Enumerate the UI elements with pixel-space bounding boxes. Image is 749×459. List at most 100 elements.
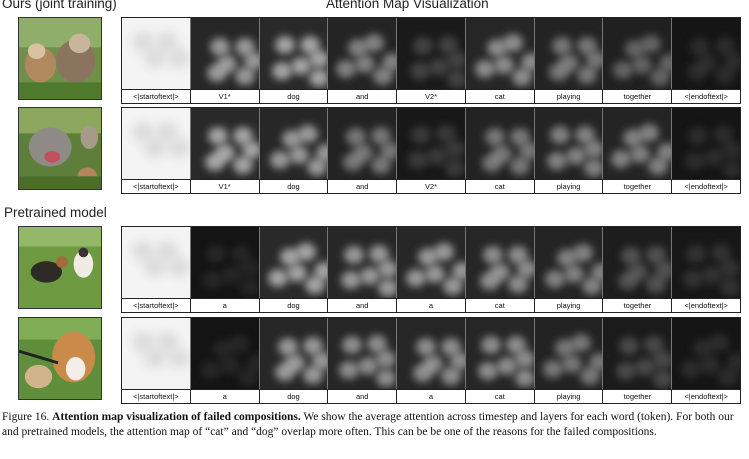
- attention-blob: [369, 245, 390, 263]
- token-label: <|endoftext|>: [684, 392, 728, 401]
- attention-blob: [514, 369, 534, 387]
- token-label: cat: [466, 390, 535, 404]
- attention-map-tile: [465, 227, 535, 298]
- attention-blob: [342, 336, 363, 354]
- token-label: together: [603, 90, 673, 104]
- token-label: together: [603, 180, 673, 194]
- attention-blob: [425, 265, 446, 283]
- attention-blob: [360, 267, 381, 285]
- generated-image-row-1: [18, 17, 102, 100]
- caption-body: We show the average attention across tim…: [2, 411, 734, 438]
- attention-blob: [408, 151, 429, 169]
- attention-blob: [339, 361, 360, 379]
- attention-map-tile: [534, 227, 604, 298]
- token-label: playing: [535, 180, 604, 194]
- attention-blob: [576, 66, 597, 84]
- attention-blob: [502, 34, 523, 52]
- attention-blob: [583, 159, 603, 177]
- attention-blob: [563, 265, 584, 283]
- attention-blob: [429, 58, 450, 76]
- attention-blob: [232, 127, 253, 145]
- attention-blob: [724, 52, 741, 70]
- attention-blob: [132, 122, 154, 142]
- attention-map-tile: [397, 108, 466, 179]
- pretrained-model-title: Pretrained model: [4, 205, 107, 220]
- attention-map-tile: [534, 18, 604, 89]
- attention-blob: [274, 36, 295, 54]
- attention-blob: [588, 353, 603, 371]
- attention-blob: [477, 362, 498, 380]
- generated-image-row-3: [18, 226, 102, 309]
- attention-blob: [635, 358, 656, 376]
- attention-blob: [228, 335, 249, 353]
- attention-blob: [715, 37, 736, 55]
- attention-blob: [411, 126, 432, 144]
- attention-blob: [509, 157, 530, 175]
- attention-blob: [132, 32, 154, 52]
- attention-blob: [548, 63, 569, 81]
- caption-prefix: Figure 16.: [2, 411, 53, 423]
- attention-maps-row-2: [122, 108, 741, 179]
- attention-blob: [514, 350, 534, 368]
- attention-blob: [371, 127, 392, 145]
- attention-map-tile: [328, 227, 398, 298]
- attention-blob: [542, 360, 563, 378]
- token-label: <|endoftext|>: [684, 182, 728, 191]
- attention-blob: [156, 32, 178, 52]
- attention-blob: [653, 370, 672, 388]
- attention-blob: [413, 364, 434, 382]
- caption-bold-title: Attention map visualization of failed co…: [52, 411, 301, 423]
- attention-blob: [295, 243, 316, 261]
- attention-strip-row-1: <|startoftext|> V1* dog and V2* cat playing tog…: [121, 17, 741, 104]
- attention-blob: [239, 259, 259, 277]
- attention-blob: [355, 55, 376, 73]
- attention-blob: [570, 334, 591, 352]
- token-label: V1*: [191, 90, 260, 104]
- token-label: a: [397, 299, 466, 313]
- token-label: dog: [260, 390, 329, 404]
- attention-blob: [715, 66, 736, 84]
- attention-blob: [445, 159, 465, 177]
- token-label: a: [191, 390, 260, 404]
- attention-blob: [313, 262, 328, 280]
- attention-blob: [720, 259, 741, 277]
- token-label: and: [328, 90, 398, 104]
- token-label: V1*: [191, 180, 260, 194]
- attention-map-tile: [465, 108, 535, 179]
- attention-blob: [348, 39, 369, 57]
- attention-blob: [168, 257, 190, 277]
- attention-blob: [450, 352, 465, 370]
- attention-blob: [702, 266, 723, 284]
- attention-blob: [722, 141, 741, 159]
- attention-map-tile: [190, 227, 260, 298]
- attention-blob: [507, 246, 528, 264]
- token-label: dog: [260, 180, 329, 194]
- attention-blob: [371, 156, 392, 174]
- token-label: a: [397, 390, 466, 404]
- attention-blob: [565, 147, 586, 165]
- attention-blob: [574, 126, 595, 144]
- attention-blob: [481, 154, 502, 172]
- token-label: dog: [260, 90, 329, 104]
- attention-blob: [416, 338, 437, 356]
- attention-blob: [144, 348, 166, 368]
- attention-strip-row-4: <|startoftext|> a dog and a cat playing togethe…: [121, 317, 741, 404]
- attention-blob: [373, 67, 394, 85]
- attention-blob: [646, 246, 667, 264]
- attention-blob: [639, 124, 660, 142]
- attention-blob: [378, 260, 397, 278]
- attention-blob: [697, 54, 718, 72]
- attention-blob: [206, 64, 227, 82]
- attention-blob: [505, 336, 526, 354]
- attention-blob: [655, 261, 672, 279]
- attention-map-tile: [259, 18, 329, 89]
- token-label: together: [603, 390, 673, 404]
- attention-map-tile: [328, 108, 398, 179]
- attention-map-tile: [190, 18, 260, 89]
- attention-blob: [144, 138, 166, 158]
- attention-blob: [308, 69, 328, 87]
- attention-blob: [445, 140, 465, 158]
- attention-blob: [346, 128, 367, 146]
- attention-blob: [611, 150, 632, 168]
- attention-blob: [202, 271, 223, 289]
